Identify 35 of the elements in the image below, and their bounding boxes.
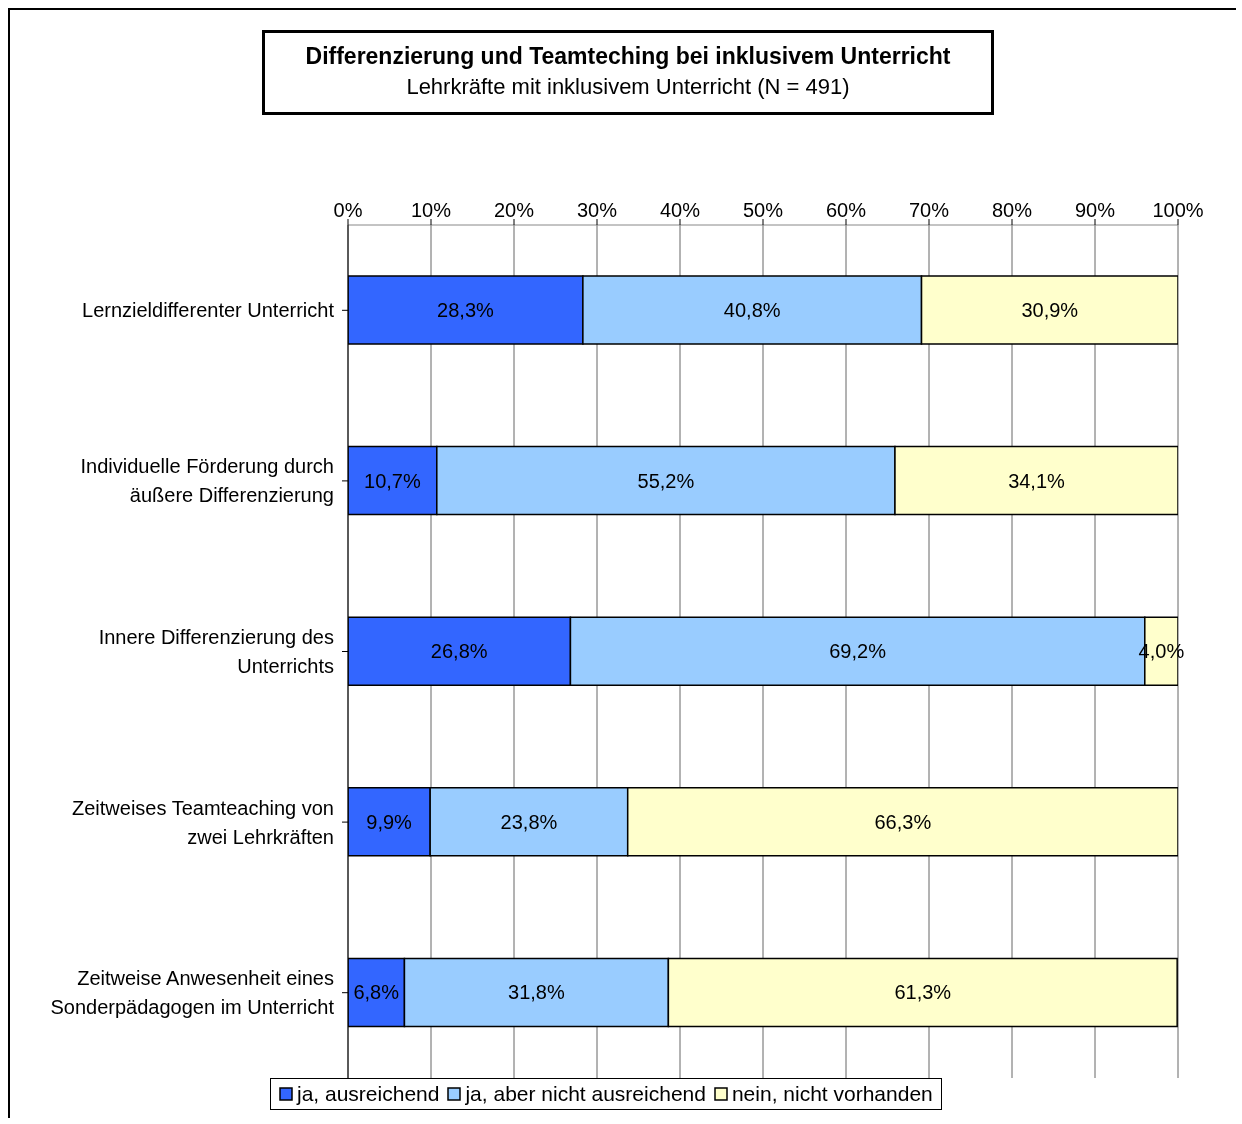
data-label: 10,7% bbox=[364, 469, 421, 492]
data-label: 66,3% bbox=[874, 810, 932, 833]
x-tick-label: 0% bbox=[333, 199, 363, 221]
data-label: 61,3% bbox=[894, 981, 952, 1004]
y-tick-label: Zeitweise Anwesenheit eines Sonderpädagogen im Unterricht bbox=[50, 967, 335, 1019]
x-tick-label: 70% bbox=[908, 199, 950, 221]
chart-subtitle: Lehrkräfte mit inklusivem Unterricht (N = 491) bbox=[405, 74, 851, 100]
data-label: 40,8% bbox=[723, 299, 781, 321]
x-tick-label: 20% bbox=[493, 199, 535, 221]
chart-title: Differenzierung und Teamteching bei inklusivem Unterricht bbox=[304, 43, 952, 70]
x-tick-label: 100% bbox=[1152, 199, 1204, 221]
y-tick-label: Zeitweises Teamteaching von zwei Lehrkräften bbox=[72, 796, 334, 848]
y-tick-label: Individuelle Förderung durch äußere Differenzierung bbox=[80, 455, 334, 507]
data-label: 23,8% bbox=[500, 810, 558, 833]
legend-label: ja, ausreichend bbox=[297, 1082, 440, 1106]
data-label: 28,3% bbox=[437, 299, 495, 321]
data-label: 6,8% bbox=[353, 981, 400, 1004]
x-tick-label: 10% bbox=[410, 199, 452, 221]
y-tick-label: Lernzieldifferenter Unterricht bbox=[82, 299, 335, 322]
x-tick-label: 40% bbox=[659, 199, 701, 221]
x-tick-label: 80% bbox=[991, 199, 1033, 221]
data-label: 55,2% bbox=[637, 469, 695, 492]
data-label: 9,9% bbox=[366, 810, 413, 833]
x-tick-label: 50% bbox=[742, 199, 784, 221]
data-label: 34,1% bbox=[1008, 469, 1066, 492]
legend-label: ja, aber nicht ausreichend bbox=[465, 1082, 706, 1106]
data-label: 26,8% bbox=[430, 640, 488, 663]
data-label: 69,2% bbox=[829, 640, 887, 663]
x-tick-label: 90% bbox=[1074, 199, 1116, 221]
data-label: 30,9% bbox=[1021, 299, 1079, 321]
x-tick-label: 30% bbox=[576, 199, 618, 221]
data-label: 31,8% bbox=[508, 981, 565, 1004]
legend-label: nein, nicht vorhanden bbox=[731, 1082, 933, 1106]
y-tick-label: Innere Differenzierung des Unterrichts bbox=[98, 626, 334, 677]
x-tick-label: 60% bbox=[825, 199, 867, 221]
